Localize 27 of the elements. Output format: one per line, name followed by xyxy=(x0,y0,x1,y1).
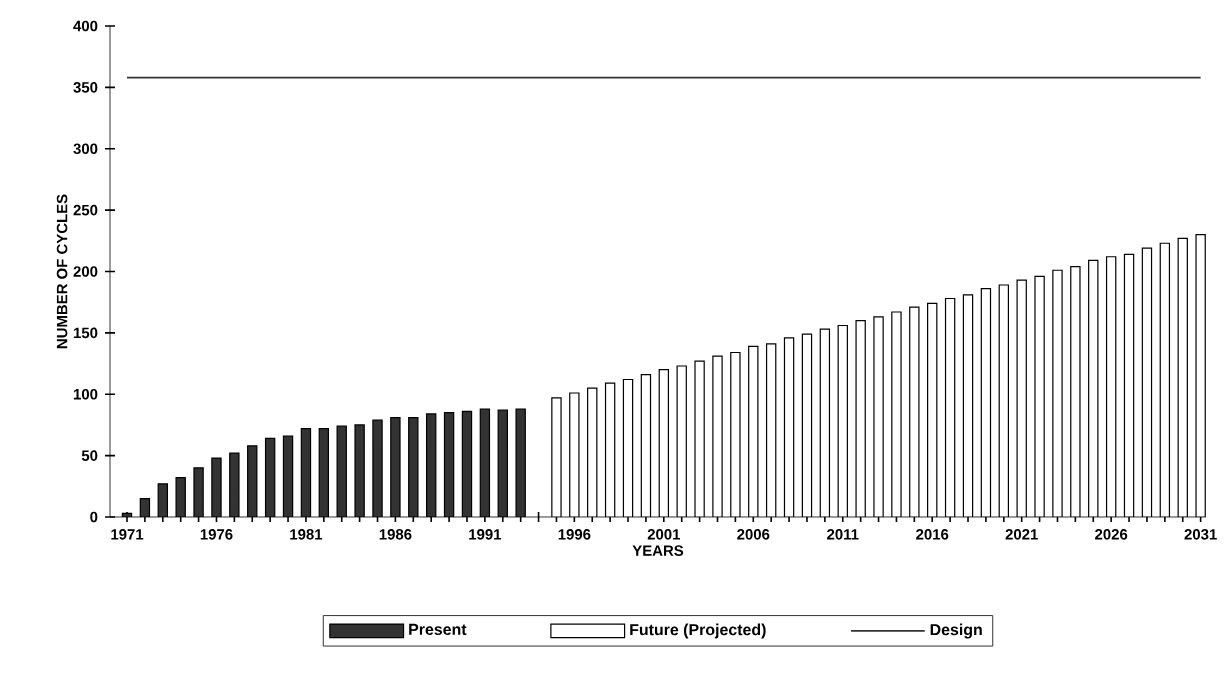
x-tick-label: 2001 xyxy=(647,529,681,540)
legend-label: Design xyxy=(930,623,982,639)
x-tick-label: 2021 xyxy=(1005,529,1038,540)
x-tick-label: 1996 xyxy=(558,529,591,540)
y-tick-label: 50 xyxy=(81,450,98,461)
x-tick-label: 2006 xyxy=(737,529,770,540)
x-tick-label: 2026 xyxy=(1095,529,1128,540)
x-axis-title: YEARS xyxy=(632,545,684,556)
y-tick-label: 400 xyxy=(73,20,98,32)
legend-label: Future (Projected) xyxy=(630,623,766,639)
x-tick-label: 2011 xyxy=(827,529,859,540)
y-tick-label: 200 xyxy=(73,266,98,277)
y-axis-title: NUMBER OF CYCLES xyxy=(56,194,68,349)
x-tick-label: 1991 xyxy=(469,529,502,540)
x-tick-label: 1981 xyxy=(290,529,323,540)
y-tick-label: 350 xyxy=(73,82,98,93)
legend-label: Present xyxy=(409,623,467,635)
x-tick-label: 1976 xyxy=(200,529,233,540)
y-tick-label: 0 xyxy=(90,511,98,523)
x-tick-label: 1971 xyxy=(111,529,144,540)
y-tick-label: 150 xyxy=(73,327,98,339)
x-tick-label: 2016 xyxy=(916,529,949,540)
x-tick-label: 1986 xyxy=(379,529,412,540)
x-tick-label: 2031 xyxy=(1184,529,1217,540)
y-tick-label: 300 xyxy=(73,143,98,155)
y-tick-label: 250 xyxy=(73,204,98,216)
y-tick-label: 100 xyxy=(73,388,98,400)
